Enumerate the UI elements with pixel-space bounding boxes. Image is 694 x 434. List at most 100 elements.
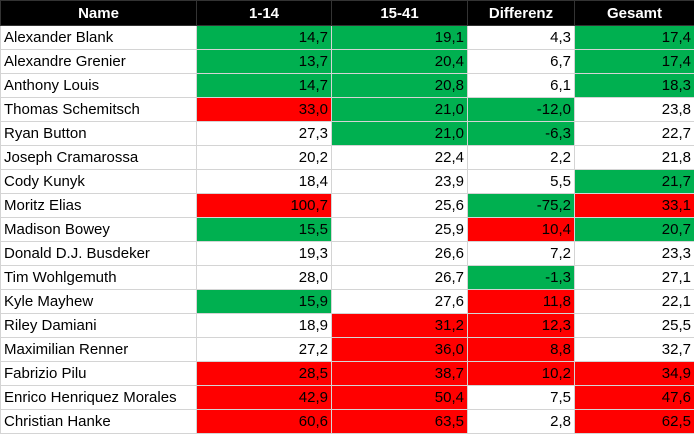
- value-cell: 31,2: [331, 313, 468, 338]
- player-name: Anthony Louis: [0, 73, 197, 98]
- column-header: Gesamt: [574, 0, 694, 26]
- value-cell: 18,3: [574, 73, 694, 98]
- value-cell: 12,3: [467, 313, 575, 338]
- value-cell: 7,2: [467, 241, 575, 266]
- value-cell: 4,3: [467, 25, 575, 50]
- player-name: Madison Bowey: [0, 217, 197, 242]
- value-cell: 47,6: [574, 385, 694, 410]
- value-cell: 7,5: [467, 385, 575, 410]
- value-cell: 20,2: [196, 145, 332, 170]
- value-cell: 28,5: [196, 361, 332, 386]
- table-row: Cody Kunyk 18,4 23,9 5,5 21,7: [0, 169, 694, 194]
- player-name: Alexander Blank: [0, 25, 197, 50]
- table-row: Anthony Louis 14,7 20,8 6,1 18,3: [0, 73, 694, 98]
- header-row: Name 1-14 15-41 Differenz Gesamt: [0, 0, 694, 26]
- table-row: Moritz Elias 100,7 25,6 -75,2 33,1: [0, 193, 694, 218]
- value-cell: 22,1: [574, 289, 694, 314]
- value-cell: 17,4: [574, 25, 694, 50]
- table-row: Tim Wohlgemuth 28,0 26,7 -1,3 27,1: [0, 265, 694, 290]
- table-row: Kyle Mayhew 15,9 27,6 11,8 22,1: [0, 289, 694, 314]
- value-cell: 21,0: [331, 121, 468, 146]
- table-row: Alexander Blank 14,7 19,1 4,3 17,4: [0, 25, 694, 50]
- value-cell: 19,1: [331, 25, 468, 50]
- player-name: Fabrizio Pilu: [0, 361, 197, 386]
- player-name: Kyle Mayhew: [0, 289, 197, 314]
- value-cell: 18,4: [196, 169, 332, 194]
- value-cell: 60,6: [196, 409, 332, 434]
- value-cell: 23,9: [331, 169, 468, 194]
- value-cell: 5,5: [467, 169, 575, 194]
- value-cell: 25,5: [574, 313, 694, 338]
- value-cell: 17,4: [574, 49, 694, 74]
- player-name: Moritz Elias: [0, 193, 197, 218]
- value-cell: 20,7: [574, 217, 694, 242]
- value-cell: 14,7: [196, 73, 332, 98]
- value-cell: 50,4: [331, 385, 468, 410]
- value-cell: 32,7: [574, 337, 694, 362]
- value-cell: 18,9: [196, 313, 332, 338]
- table-row: Christian Hanke 60,6 63,5 2,8 62,5: [0, 409, 694, 434]
- value-cell: 22,7: [574, 121, 694, 146]
- value-cell: 38,7: [331, 361, 468, 386]
- value-cell: -12,0: [467, 97, 575, 122]
- value-cell: 11,8: [467, 289, 575, 314]
- table-row: Thomas Schemitsch 33,0 21,0 -12,0 23,8: [0, 97, 694, 122]
- player-name: Donald D.J. Busdeker: [0, 241, 197, 266]
- table-row: Madison Bowey 15,5 25,9 10,4 20,7: [0, 217, 694, 242]
- player-name: Christian Hanke: [0, 409, 197, 434]
- value-cell: 27,3: [196, 121, 332, 146]
- player-name: Cody Kunyk: [0, 169, 197, 194]
- player-name: Riley Damiani: [0, 313, 197, 338]
- value-cell: 8,8: [467, 337, 575, 362]
- value-cell: 36,0: [331, 337, 468, 362]
- value-cell: 62,5: [574, 409, 694, 434]
- player-name: Thomas Schemitsch: [0, 97, 197, 122]
- value-cell: 26,7: [331, 265, 468, 290]
- value-cell: 23,8: [574, 97, 694, 122]
- value-cell: 15,9: [196, 289, 332, 314]
- table-row: Maximilian Renner 27,2 36,0 8,8 32,7: [0, 337, 694, 362]
- column-header: 1-14: [196, 0, 332, 26]
- value-cell: 25,9: [331, 217, 468, 242]
- player-name: Ryan Button: [0, 121, 197, 146]
- value-cell: 33,1: [574, 193, 694, 218]
- table-row: Alexandre Grenier 13,7 20,4 6,7 17,4: [0, 49, 694, 74]
- table-row: Joseph Cramarossa 20,2 22,4 2,2 21,8: [0, 145, 694, 170]
- value-cell: 2,2: [467, 145, 575, 170]
- player-name: Enrico Henriquez Morales: [0, 385, 197, 410]
- table-row: Fabrizio Pilu 28,5 38,7 10,2 34,9: [0, 361, 694, 386]
- value-cell: 100,7: [196, 193, 332, 218]
- value-cell: 27,6: [331, 289, 468, 314]
- player-name: Maximilian Renner: [0, 337, 197, 362]
- value-cell: 6,1: [467, 73, 575, 98]
- value-cell: 10,4: [467, 217, 575, 242]
- value-cell: 2,8: [467, 409, 575, 434]
- table-row: Enrico Henriquez Morales 42,9 50,4 7,5 47,6: [0, 385, 694, 410]
- column-header: Name: [0, 0, 197, 26]
- table-row: Riley Damiani 18,9 31,2 12,3 25,5: [0, 313, 694, 338]
- value-cell: 22,4: [331, 145, 468, 170]
- value-cell: 28,0: [196, 265, 332, 290]
- value-cell: 15,5: [196, 217, 332, 242]
- column-header: Differenz: [467, 0, 575, 26]
- table-row: Ryan Button 27,3 21,0 -6,3 22,7: [0, 121, 694, 146]
- player-name: Tim Wohlgemuth: [0, 265, 197, 290]
- value-cell: 26,6: [331, 241, 468, 266]
- value-cell: 14,7: [196, 25, 332, 50]
- value-cell: 6,7: [467, 49, 575, 74]
- value-cell: 25,6: [331, 193, 468, 218]
- value-cell: 33,0: [196, 97, 332, 122]
- value-cell: 21,8: [574, 145, 694, 170]
- value-cell: 63,5: [331, 409, 468, 434]
- value-cell: 21,7: [574, 169, 694, 194]
- value-cell: 19,3: [196, 241, 332, 266]
- value-cell: 42,9: [196, 385, 332, 410]
- player-name: Alexandre Grenier: [0, 49, 197, 74]
- player-name: Joseph Cramarossa: [0, 145, 197, 170]
- value-cell: 27,2: [196, 337, 332, 362]
- value-cell: 20,8: [331, 73, 468, 98]
- value-cell: 21,0: [331, 97, 468, 122]
- value-cell: 34,9: [574, 361, 694, 386]
- value-cell: -6,3: [467, 121, 575, 146]
- column-header: 15-41: [331, 0, 468, 26]
